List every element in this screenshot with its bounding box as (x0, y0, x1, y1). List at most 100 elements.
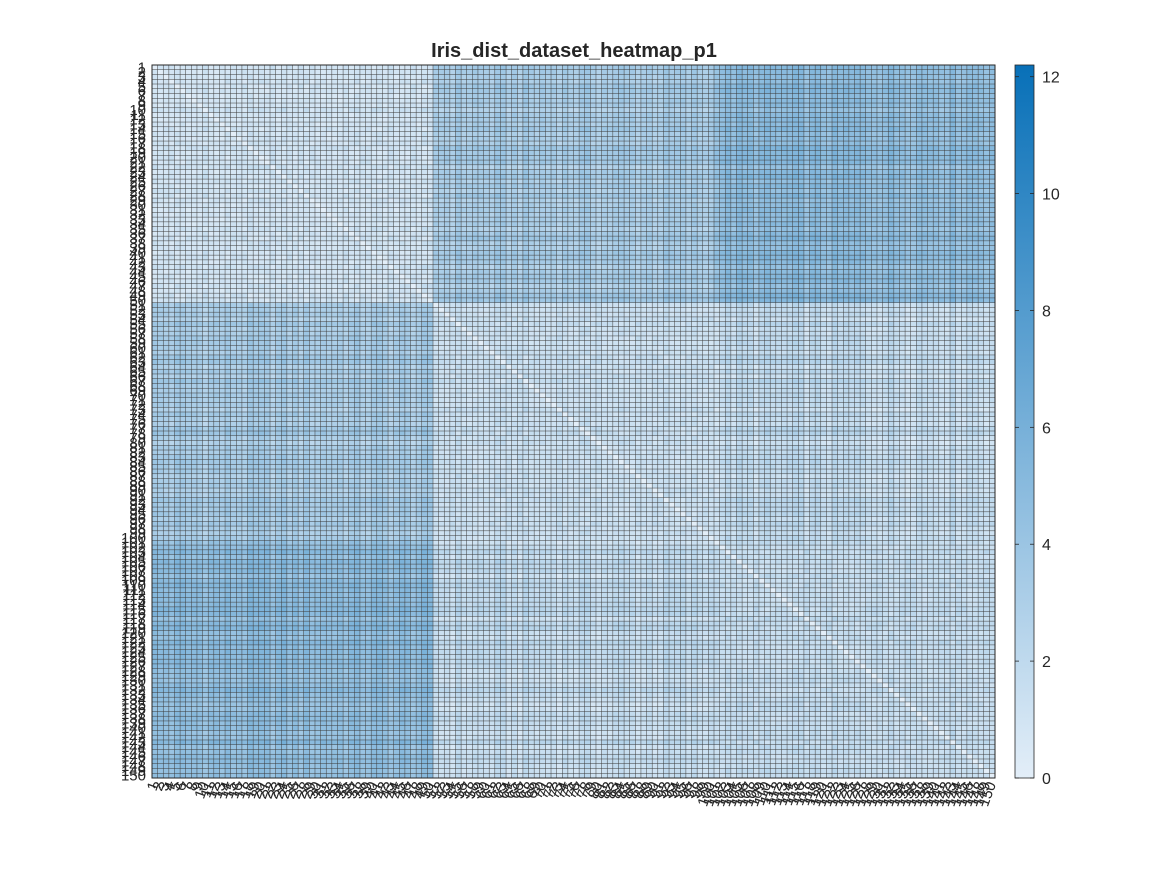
heatmap-cell (652, 198, 658, 203)
heatmap-cell (871, 131, 878, 137)
heatmap-cell (309, 126, 316, 132)
heatmap-cell (697, 145, 703, 151)
heatmap-cell (669, 169, 675, 175)
heatmap-cell (494, 202, 501, 208)
heatmap-cell (865, 117, 872, 123)
heatmap-cell (393, 183, 400, 189)
heatmap-cell (433, 122, 439, 127)
heatmap-cell (972, 207, 979, 213)
heatmap-cell (702, 69, 709, 75)
heatmap-cell (624, 131, 630, 137)
heatmap-cell (163, 107, 169, 113)
heatmap-cell (359, 141, 366, 146)
heatmap-cell (275, 145, 282, 151)
heatmap-cell (876, 107, 883, 113)
heatmap-cell (343, 79, 349, 85)
heatmap-cell (562, 88, 568, 94)
heatmap-cell (798, 98, 804, 104)
heatmap-cell (421, 126, 428, 132)
heatmap-cell (331, 69, 338, 75)
heatmap-cell (371, 193, 377, 199)
heatmap-cell (725, 117, 731, 123)
heatmap-cell (489, 183, 495, 189)
heatmap-cell (241, 145, 248, 151)
heatmap-cell (494, 65, 501, 70)
heatmap-cell (241, 84, 248, 89)
heatmap-cell (612, 84, 619, 89)
heatmap-cell (314, 169, 321, 175)
heatmap-cell (382, 84, 389, 89)
heatmap-cell (168, 65, 175, 70)
heatmap-cell (607, 112, 613, 118)
heatmap-cell (314, 84, 321, 89)
heatmap-cell (590, 112, 597, 118)
heatmap-cell (191, 174, 198, 180)
heatmap-cell (781, 117, 788, 123)
heatmap-cell (652, 193, 658, 199)
heatmap-cell (843, 122, 849, 127)
heatmap-cell (152, 145, 158, 151)
heatmap-cell (376, 84, 383, 89)
heatmap-cell (590, 65, 597, 70)
heatmap-cell (950, 183, 956, 189)
heatmap-cell (331, 131, 338, 137)
heatmap-cell (646, 183, 653, 189)
heatmap-cell (770, 93, 776, 99)
heatmap-cell (438, 145, 445, 151)
heatmap-cell (483, 193, 490, 199)
heatmap-cell (461, 150, 467, 156)
heatmap-cell (416, 155, 422, 161)
heatmap-cell (292, 164, 299, 170)
heatmap-cell (337, 117, 344, 123)
heatmap-cell (567, 188, 574, 194)
heatmap-cell (303, 164, 310, 170)
heatmap-cell (888, 164, 894, 170)
heatmap-cell (725, 160, 731, 165)
heatmap-cell (253, 202, 259, 208)
heatmap-cell (770, 160, 776, 165)
heatmap-cell (511, 103, 518, 108)
heatmap-cell (309, 103, 316, 108)
heatmap-cell (640, 79, 647, 85)
heatmap-cell (657, 164, 664, 170)
heatmap-cell (404, 188, 411, 194)
heatmap-cell (798, 88, 804, 94)
heatmap-cell (281, 112, 287, 118)
heatmap-cell (180, 179, 186, 184)
heatmap-cell (292, 169, 299, 175)
heatmap-cell (680, 202, 686, 208)
heatmap-cell (905, 74, 911, 80)
heatmap-cell (910, 117, 917, 123)
heatmap-cell (758, 174, 765, 180)
heatmap-cell (551, 207, 557, 213)
heatmap-cell (916, 93, 922, 99)
heatmap-cell (455, 145, 462, 151)
heatmap-cell (921, 193, 928, 199)
heatmap-cell (185, 198, 192, 203)
heatmap-cell (893, 88, 900, 94)
heatmap-cell (787, 103, 793, 108)
heatmap-cell (832, 193, 838, 199)
heatmap-cell (494, 88, 501, 94)
heatmap-cell (579, 212, 585, 218)
heatmap-cell (669, 98, 675, 104)
heatmap-cell (871, 188, 878, 194)
heatmap-cell (427, 164, 434, 170)
heatmap-cell (832, 107, 838, 113)
heatmap-cell (657, 69, 664, 75)
heatmap-cell (421, 93, 428, 99)
heatmap-cell (989, 126, 996, 132)
heatmap-cell (522, 217, 529, 222)
heatmap-cell (983, 112, 990, 118)
heatmap-cell (455, 98, 462, 104)
heatmap-cell (595, 107, 602, 113)
heatmap-cell (905, 155, 911, 161)
heatmap-cell (168, 150, 175, 156)
heatmap-cell (551, 155, 557, 161)
heatmap-cell (798, 179, 804, 184)
heatmap-cell (433, 103, 439, 108)
heatmap-cell (753, 107, 760, 113)
heatmap-cell (860, 198, 866, 203)
heatmap-cell (815, 74, 821, 80)
heatmap-cell (230, 107, 237, 113)
